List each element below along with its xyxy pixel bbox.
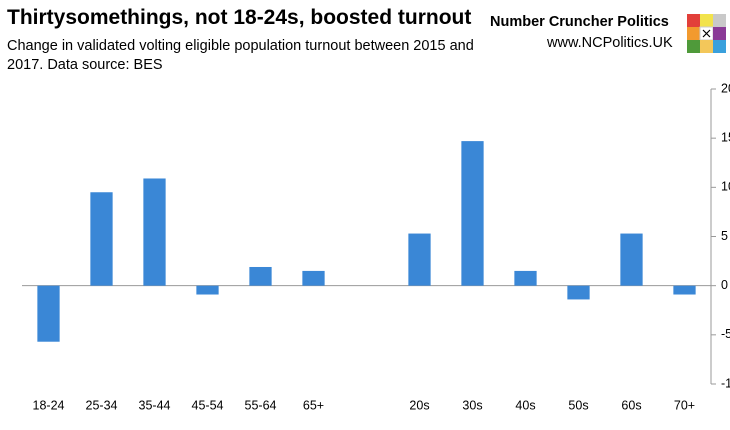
bar — [37, 285, 60, 342]
chart-title: Thirtysomethings, not 18-24s, boosted tu… — [7, 6, 472, 29]
x-tick-label: 50s — [568, 398, 588, 412]
logo — [687, 14, 726, 53]
x-tick-label: 45-54 — [192, 398, 224, 412]
y-tick-label: 5 — [721, 229, 728, 243]
x-tick-label: 20s — [409, 398, 429, 412]
bar — [90, 192, 113, 286]
y-tick-label: -10 — [721, 376, 730, 390]
x-tick-label: 30s — [462, 398, 482, 412]
bar — [620, 233, 643, 286]
x-tick-label: 18-24 — [33, 398, 65, 412]
bar — [249, 266, 272, 286]
bar — [514, 270, 537, 286]
bar — [302, 270, 325, 286]
y-tick-label: 20 — [721, 81, 730, 95]
y-tick-label: 10 — [721, 180, 730, 194]
bar — [408, 233, 431, 286]
y-tick-label: 15 — [721, 130, 730, 144]
x-tick-label: 70+ — [674, 398, 695, 412]
y-tick-label: -5 — [721, 327, 730, 341]
y-tick-label: 0 — [721, 278, 728, 292]
bar — [196, 285, 219, 295]
x-tick-label: 35-44 — [139, 398, 171, 412]
brand: Number Cruncher Politics — [490, 14, 669, 30]
bar — [143, 178, 166, 286]
chart-subtitle: Change in validated volting eligible pop… — [7, 38, 474, 73]
site-url: www.NCPolitics.UK — [547, 35, 673, 51]
x-tick-label: 60s — [621, 398, 641, 412]
bar — [673, 285, 696, 295]
x-tick-label: 25-34 — [86, 398, 118, 412]
x-tick-label: 65+ — [303, 398, 324, 412]
x-tick-label: 40s — [515, 398, 535, 412]
x-tick-label: 55-64 — [245, 398, 277, 412]
bar — [461, 141, 484, 286]
bar — [567, 285, 590, 300]
